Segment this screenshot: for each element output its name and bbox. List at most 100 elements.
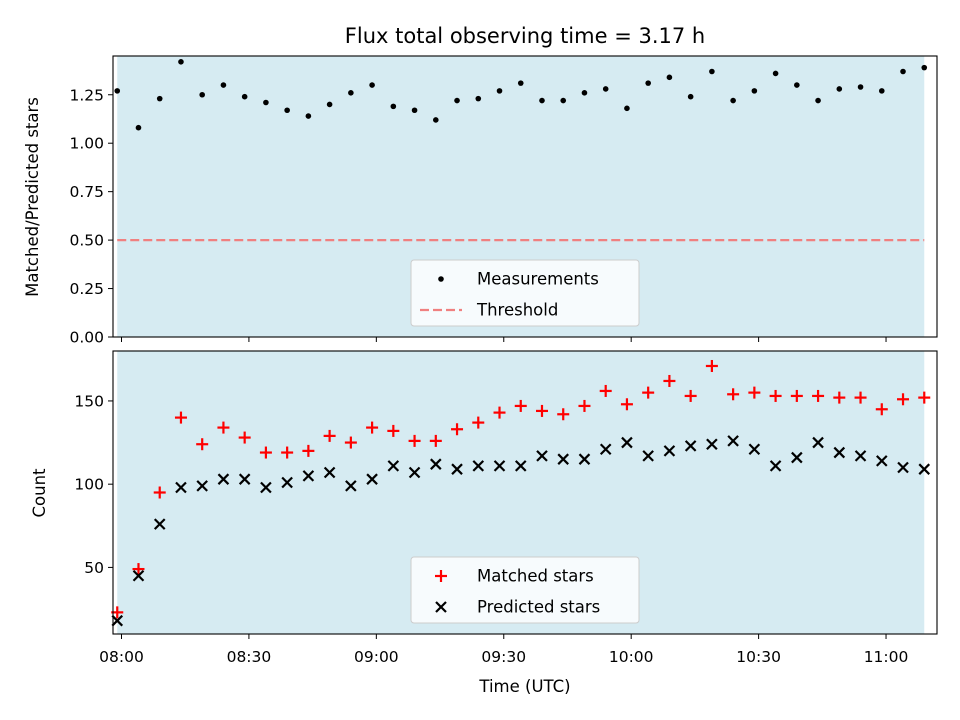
measurements-marker	[666, 74, 673, 81]
predicted-stars-marker	[621, 436, 633, 449]
predicted-stars-marker	[366, 473, 378, 485]
top-y-tick-label: 1.00	[69, 135, 104, 153]
measurements-marker	[475, 95, 482, 102]
predicted-stars-marker	[557, 453, 570, 465]
bottom-y-axis-label: Count	[30, 468, 49, 518]
predicted-stars-marker	[302, 470, 315, 482]
matched-stars-marker	[748, 386, 761, 399]
bottom-legend-label: Matched stars	[477, 567, 594, 586]
measurements-marker	[730, 97, 736, 104]
measurements-marker	[178, 59, 184, 65]
matched-stars-marker	[132, 563, 145, 576]
matched-stars-marker	[259, 446, 272, 459]
top-legend-label: Threshold	[476, 301, 558, 320]
matched-stars-marker	[153, 486, 166, 499]
x-tick-label: 10:30	[736, 648, 781, 666]
matched-stars-marker	[812, 389, 825, 402]
x-tick-label: 09:00	[354, 648, 399, 666]
predicted-stars-marker	[642, 450, 654, 462]
matched-stars-marker	[281, 446, 294, 459]
measurements-marker	[114, 88, 121, 94]
measurements-marker	[857, 84, 864, 90]
matched-stars-marker	[302, 444, 315, 457]
measurements-marker	[411, 107, 418, 114]
legend-x-marker	[435, 601, 447, 613]
matched-stars-marker	[642, 386, 655, 399]
measurements-marker	[156, 95, 163, 102]
predicted-stars-marker	[918, 463, 931, 475]
matched-stars-marker	[472, 416, 485, 429]
x-tick-label: 08:30	[227, 648, 272, 666]
matched-stars-marker	[663, 374, 676, 387]
measurements-marker	[794, 82, 800, 88]
matched-stars-marker	[918, 391, 931, 404]
measurements-marker	[135, 124, 142, 131]
x-tick-label: 10:00	[609, 648, 654, 666]
measurements-marker	[369, 82, 375, 88]
predicted-stars-marker	[897, 461, 909, 474]
measurements-marker	[241, 93, 248, 100]
measurements-marker	[560, 97, 567, 104]
x-axis-label: Time (UTC)	[478, 677, 570, 696]
matched-stars-marker	[727, 388, 740, 401]
measurements-marker	[602, 86, 609, 92]
measurements-marker	[878, 88, 885, 94]
matched-stars-marker	[897, 393, 910, 406]
predicted-stars-marker	[514, 460, 527, 472]
measurements-marker	[199, 91, 205, 98]
top-axes-frame	[112, 55, 938, 338]
measurements-marker	[348, 90, 354, 96]
predicted-stars-marker	[599, 443, 612, 455]
predicted-stars-marker	[323, 466, 336, 479]
predicted-stars-marker	[132, 569, 145, 582]
measurements-marker	[284, 107, 290, 114]
predicted-stars-marker	[111, 614, 124, 627]
measurements-marker	[815, 97, 821, 104]
matched-stars-marker	[514, 399, 527, 412]
measurements-marker	[836, 86, 843, 92]
measurements-marker	[900, 68, 906, 75]
measurements-marker	[645, 80, 651, 86]
measurements-marker	[581, 90, 588, 96]
measurements-marker	[921, 64, 928, 71]
top-legend-box	[410, 259, 640, 327]
matched-stars-marker	[769, 389, 782, 402]
measurements-marker	[326, 101, 333, 108]
matched-stars-marker	[451, 423, 464, 436]
x-tick-label: 11:00	[864, 648, 909, 666]
matched-stars-marker	[238, 431, 251, 444]
top-y-tick-label: 0.50	[69, 232, 104, 250]
x-tick-label: 08:00	[99, 648, 144, 666]
predicted-stars-marker	[536, 450, 548, 462]
matched-stars-marker	[217, 421, 230, 434]
matched-stars-marker	[790, 389, 803, 402]
predicted-stars-marker	[196, 480, 208, 492]
matched-stars-marker	[620, 398, 633, 411]
predicted-stars-marker	[684, 440, 697, 452]
predicted-stars-marker	[706, 438, 718, 451]
predicted-stars-marker	[430, 458, 442, 470]
matched-stars-marker	[599, 384, 612, 397]
matched-stars-marker	[429, 434, 442, 447]
measurements-marker	[687, 93, 694, 100]
matched-stars-marker	[366, 421, 379, 434]
predicted-stars-marker	[281, 476, 293, 489]
predicted-stars-marker	[578, 453, 591, 465]
top-legend-label: Measurements	[477, 270, 599, 289]
predicted-stars-marker	[408, 466, 421, 479]
matched-stars-marker	[684, 389, 697, 402]
count-panel: 50 100 150 08:00 08:30 09:00 09:30 10:00 10:30 11…	[74, 350, 938, 666]
top-y-tick-label: 0.75	[69, 183, 104, 201]
top-y-tick-label: 0.25	[69, 280, 104, 298]
measurements-marker	[220, 82, 227, 88]
predicted-stars-marker	[153, 518, 166, 530]
matched-stars-marker	[387, 424, 400, 437]
bottom-y-tick-label: 50	[84, 559, 104, 577]
predicted-stars-marker	[663, 445, 676, 457]
matched-stars-marker	[557, 408, 570, 421]
predicted-stars-marker	[260, 481, 272, 494]
matched-stars-marker	[493, 406, 506, 419]
measurements-marker	[454, 97, 460, 104]
predicted-stars-marker	[748, 443, 761, 455]
